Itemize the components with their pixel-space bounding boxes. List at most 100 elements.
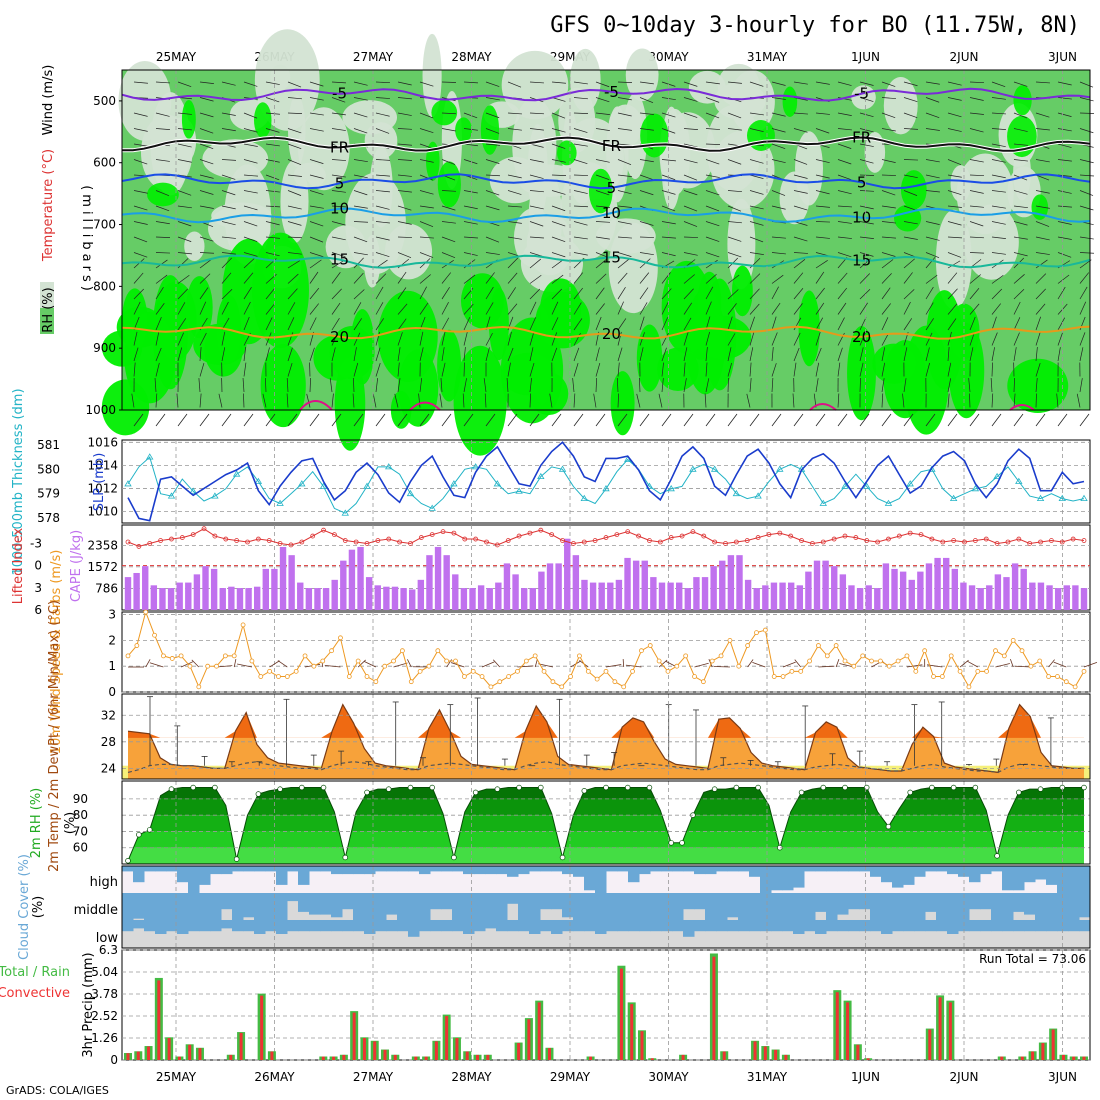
wind-barb — [397, 112, 412, 116]
cloud-low-block — [683, 920, 695, 937]
cloud-low-block — [287, 920, 299, 932]
wind-barb — [859, 252, 874, 257]
wind-barb — [815, 159, 830, 164]
wind-barb — [639, 112, 654, 115]
li-point — [810, 541, 815, 546]
wind-point — [1001, 653, 1007, 659]
wind-barb — [133, 252, 148, 258]
wind-barb — [991, 303, 1001, 315]
cloud-middle-block — [1079, 893, 1091, 918]
thickness-point — [537, 472, 545, 480]
date-label-top: 1JUN — [851, 50, 880, 64]
wind-barb — [177, 143, 192, 148]
wind-barb — [947, 236, 962, 239]
cloud-low-block — [375, 920, 387, 932]
wind-barb — [375, 273, 387, 284]
rh-point — [385, 786, 392, 792]
date-axis-bottom: 25MAY 26MAY 27MAY 28MAY 29MAY 30MAY 31MAY 1JUN 2… — [156, 1070, 1077, 1084]
wind-barb — [287, 205, 302, 210]
wind-barb — [375, 252, 390, 258]
wind-barb — [794, 659, 802, 668]
thickness-point — [471, 463, 480, 470]
cloud-high-block — [529, 866, 541, 872]
rh-moist-patch — [437, 161, 461, 208]
wind-barb — [881, 174, 897, 176]
wind-barb — [617, 128, 632, 131]
wind-barb — [1079, 81, 1094, 88]
wind-barb — [463, 205, 478, 210]
wind-barb — [683, 112, 698, 118]
wind-barb — [199, 332, 207, 346]
wind-barb — [485, 332, 493, 346]
wind-barb — [265, 317, 273, 331]
wind-barb — [1014, 665, 1031, 668]
rh-dry-patch — [795, 131, 823, 206]
cloud-low-block — [243, 920, 255, 932]
wind-barb — [1079, 252, 1094, 254]
cloud-high-block — [1035, 866, 1047, 880]
wind-barb — [705, 81, 720, 85]
cloud-middle-block — [133, 893, 145, 919]
wind-barb — [705, 112, 720, 119]
wind-barb — [551, 81, 566, 84]
precip-conv-bar — [383, 1049, 387, 1060]
wind-point — [506, 674, 512, 679]
wind-barb — [221, 81, 236, 86]
wind-barb — [243, 316, 250, 331]
wind-barb — [661, 317, 669, 331]
wind-barb — [419, 302, 429, 315]
wind-barb — [925, 81, 940, 85]
wind-barb — [947, 318, 957, 331]
wind-point — [860, 653, 866, 659]
cloud-middle-block — [199, 893, 211, 920]
cloud-low-block — [595, 920, 607, 934]
wind-barb — [705, 190, 720, 196]
wind-barb — [331, 221, 346, 226]
wind-barb — [815, 332, 821, 346]
rh-legend-swatch — [40, 282, 54, 308]
li-point — [125, 539, 131, 545]
cape-bar — [538, 571, 545, 610]
wind-barb — [947, 288, 958, 300]
wind-point — [391, 658, 396, 664]
wind-barb — [595, 303, 605, 315]
li-point — [940, 539, 946, 545]
wind-barb — [243, 112, 258, 119]
thickness-point — [298, 480, 306, 487]
rh-dry-patch — [956, 153, 1014, 235]
wind-barb — [881, 332, 889, 346]
wind-barb — [243, 413, 254, 427]
wind-barb — [639, 81, 654, 85]
wind-barb — [1035, 363, 1041, 377]
wind-barb — [595, 128, 610, 131]
li-point — [962, 539, 967, 545]
precip-conv-bar — [866, 1058, 870, 1060]
wind-barb — [265, 332, 272, 346]
rh-moist-patch — [260, 343, 306, 428]
wind-barb — [881, 112, 896, 119]
cape-bar — [753, 588, 760, 610]
wind-point — [984, 668, 990, 674]
wind-barb — [507, 174, 522, 179]
wind-barb — [925, 236, 940, 241]
date-label-top: 28MAY — [451, 50, 492, 64]
precip-conv-bar — [352, 1012, 356, 1060]
wind-barb — [485, 190, 500, 196]
li-point — [473, 536, 479, 542]
wind-barb — [947, 252, 962, 258]
precip-legend-conv: Convective — [0, 986, 70, 1001]
wind-barb — [507, 331, 512, 346]
rh-moist-patch — [782, 86, 798, 117]
cloud-high-block — [804, 866, 816, 872]
wind-barb — [1035, 81, 1050, 84]
li-point — [1049, 538, 1054, 543]
wind-barb — [903, 97, 918, 103]
li-tick: 6 — [34, 603, 42, 617]
cloud-low-block — [969, 920, 981, 932]
wind-barb — [947, 393, 950, 408]
wind-barb — [991, 205, 1006, 209]
wind-barb — [593, 393, 597, 408]
wind-barb — [375, 190, 390, 193]
wind-barb — [397, 128, 412, 130]
cloud-middle-block — [991, 893, 1003, 920]
